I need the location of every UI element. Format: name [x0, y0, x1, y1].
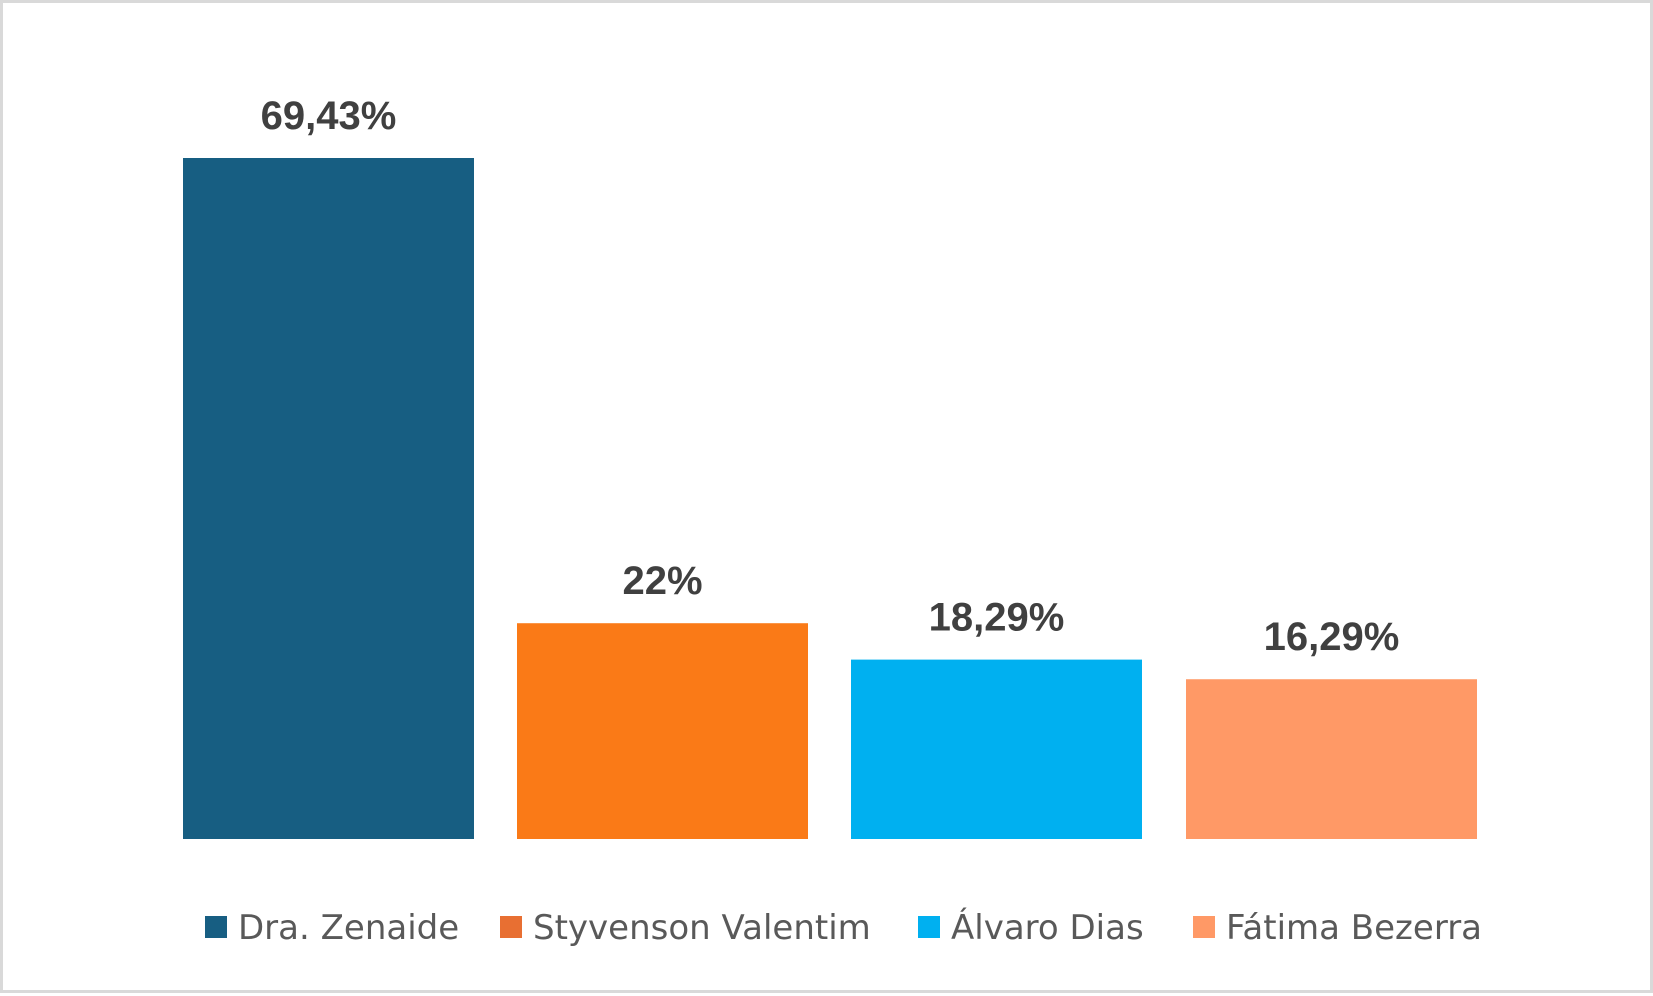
bar-3 — [851, 659, 1142, 839]
data-label-1: 69,43% — [261, 94, 397, 138]
data-labels-group: 69,43% 22% 18,29% 16,29% — [261, 94, 1400, 659]
bar-1 — [183, 158, 474, 839]
legend-swatch-1 — [205, 916, 227, 938]
legend: Dra. Zenaide Styvenson Valentim Álvaro Dia… — [205, 907, 1482, 948]
legend-label-2: Styvenson Valentim — [533, 908, 871, 948]
data-label-2: 22% — [622, 559, 702, 603]
data-label-4: 16,29% — [1264, 615, 1400, 659]
data-label-3: 18,29% — [929, 596, 1065, 640]
legend-swatch-4 — [1193, 916, 1215, 938]
legend-swatch-3 — [918, 916, 940, 938]
legend-swatch-2 — [500, 916, 522, 938]
legend-label-3: Álvaro Dias — [951, 907, 1144, 948]
legend-label-1: Dra. Zenaide — [238, 908, 459, 948]
bar-chart: 69,43% 22% 18,29% 16,29% Dra. Zenaide Styven… — [183, 94, 1482, 948]
legend-label-4: Fátima Bezerra — [1226, 908, 1482, 948]
bars-group — [183, 158, 1477, 839]
bar-2 — [517, 623, 808, 839]
bar-4 — [1186, 679, 1477, 839]
